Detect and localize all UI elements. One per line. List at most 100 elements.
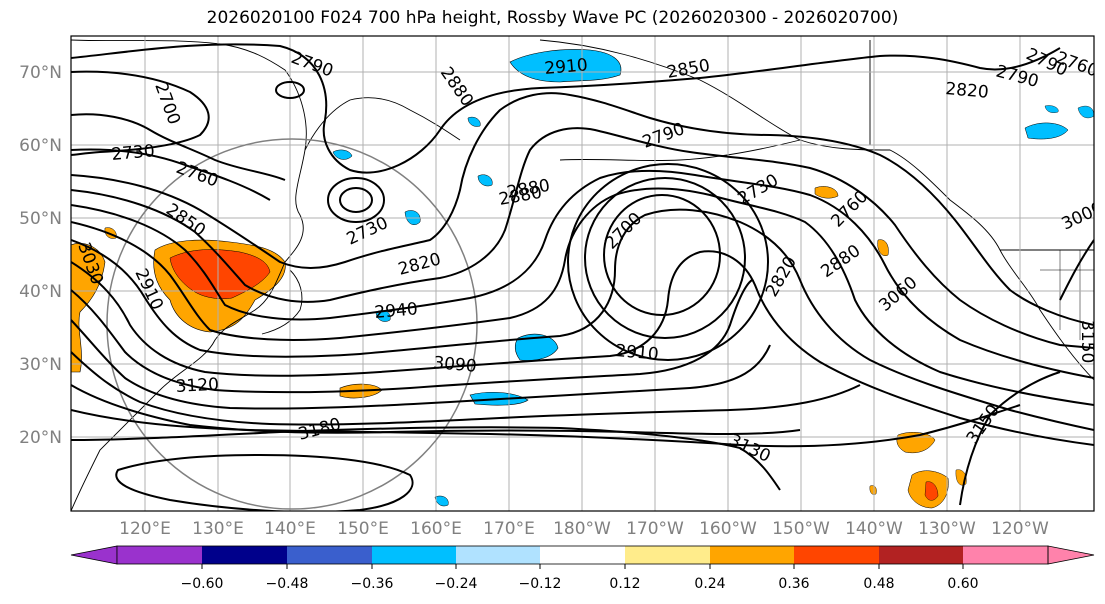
lon-label: 170°E [483,519,535,539]
colorbar-segment [540,546,625,564]
lon-label: 130°E [192,519,244,539]
colorbar-segment [794,546,879,564]
contour-label: 2940 [374,299,419,323]
contour-line [115,453,414,511]
contour-line [71,127,1094,349]
contour-line [959,371,1061,506]
positive-anomaly-north-pacific [814,186,839,199]
lon-label: 140°W [845,519,903,539]
colorbar-frame [116,545,1049,565]
latitude-labels: 70°N 60°N 50°N 40°N 30°N 20°N [19,63,62,448]
coast-alaska [539,39,1094,381]
lon-label: 130°W [918,519,976,539]
lon-label: 160°E [410,519,462,539]
contour-label: 2730 [111,141,156,165]
coast-japan [261,269,303,335]
contour-label: 3090 [433,353,478,377]
lat-label: 30°N [19,355,62,375]
contour-label: 3150 [1077,320,1097,363]
positive-anomaly-gulf [877,239,889,256]
colorbar-tick: −0.12 [519,576,562,592]
contour-line [71,187,1094,406]
coast-aleutians [559,139,801,162]
colorbar-tick: −0.36 [351,576,394,592]
negative-anomaly-small-1 [332,149,353,160]
contour-low-gulf-2 [584,177,746,339]
negative-anomaly-small-3 [477,174,493,187]
contour-line [71,319,771,410]
contour-low-gulf-1 [603,194,721,316]
contour-label: 3120 [175,375,219,397]
contour-line [71,169,1094,379]
height-contours [71,43,1094,511]
colorbar-tick: 0.24 [694,576,725,592]
colorbar-tick: −0.60 [181,576,224,592]
contour-low-bering-inner [339,187,373,213]
negative-anomaly-aleutian [514,333,559,361]
contour-line [71,404,1021,448]
contour-low-gulf-3 [567,163,769,361]
colorbar-segment [625,546,710,564]
colorbar-extend-low [70,545,118,565]
contour-line [71,70,210,156]
colorbar-segment [287,546,372,564]
negative-anomaly-small-6 [434,495,449,507]
colorbar: −0.60 −0.48 −0.36 −0.24 −0.12 0.12 0.24 … [70,545,1095,592]
contour-line [71,426,781,491]
colorbar-segment [456,546,540,564]
contour-label: 2910 [544,55,589,79]
contour-label: 2910 [615,341,660,365]
lon-label: 170°W [626,519,684,539]
colorbar-segment [202,546,287,564]
contour-line [71,351,861,426]
colorbar-segment [117,546,202,564]
lat-label: 20°N [19,428,62,448]
colorbar-segment [963,546,1048,564]
colorbar-tick: 0.12 [609,576,640,592]
lon-label: 120°W [991,519,1049,539]
contour-label: 2820 [945,79,990,103]
lon-label: 160°W [699,519,757,539]
colorbar-tick: 0.60 [947,576,978,592]
contour-line [71,208,1094,431]
colorbar-tick: 0.48 [863,576,894,592]
colorbar-segment [710,546,794,564]
lat-label: 70°N [19,63,62,83]
lat-label: 40°N [19,282,62,302]
lon-label: 120°E [119,519,171,539]
contour-line [71,250,1094,446]
colorbar-tick: −0.24 [435,576,478,592]
negative-anomaly-small-4 [467,116,481,127]
negative-anomaly-alaska-east-c [1077,105,1094,119]
lon-label: 150°E [337,519,389,539]
lat-label: 50°N [19,209,62,229]
contour-small-high [275,81,305,99]
contour-line [71,279,753,394]
negative-anomaly-bering-north [509,49,622,83]
colorbar-tick: −0.48 [266,576,309,592]
contour-line [71,148,271,201]
negative-anomaly-alaska-east-b [1044,105,1059,113]
positive-anomaly-west-edge [71,242,106,373]
colorbar-extend-high [1047,545,1095,565]
strong-anomaly-tropics-se [924,481,939,501]
colorbar-segment [879,546,963,564]
map-title: 2026020100 F024 700 hPa height, Rossby W… [206,8,899,28]
contour-line [71,92,1094,326]
lat-label: 60°N [19,136,62,156]
contour-line [1059,239,1094,301]
contour-line [71,113,286,181]
longitude-labels: 120°E 130°E 140°E 150°E 160°E 170°E 180°… [119,519,1049,539]
lon-label: 180°W [553,519,611,539]
reference-circle [106,138,478,510]
colorbar-segment [372,546,456,564]
coast-asia [71,39,307,511]
positive-anomaly-small-b [869,485,877,495]
map-frame [70,35,1095,512]
lon-label: 140°E [264,519,316,539]
coast-kamchatka [304,97,461,151]
lon-label: 150°W [772,519,830,539]
contour-low-bering [327,177,385,223]
contour-line [71,43,1061,174]
